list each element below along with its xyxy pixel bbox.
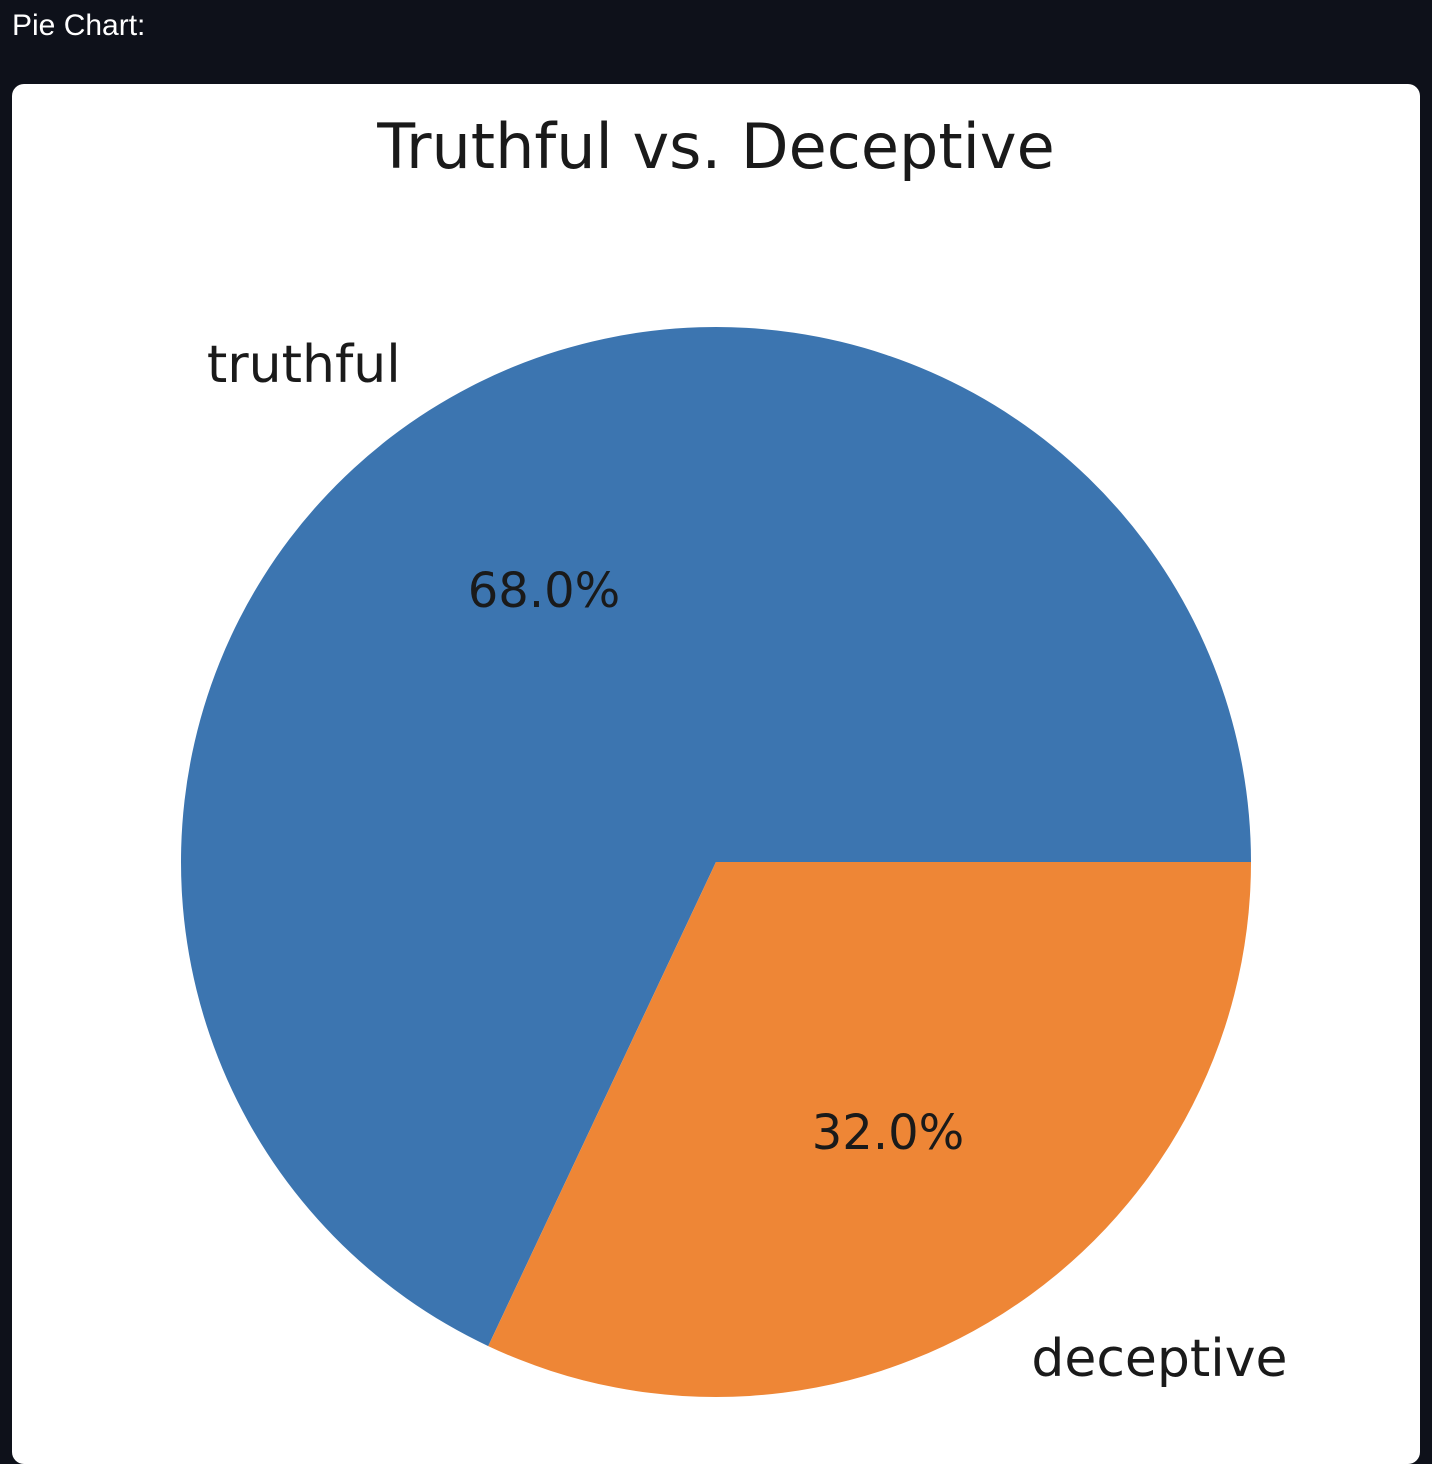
section-label: Pie Chart: bbox=[12, 9, 146, 42]
pie-category-label-deceptive: deceptive bbox=[1031, 1329, 1287, 1389]
pie-slice-truthful bbox=[181, 327, 1252, 1347]
pie-category-label-truthful: truthful bbox=[207, 335, 401, 395]
pie-slices bbox=[181, 327, 1252, 1398]
pie-slice-deceptive bbox=[488, 862, 1251, 1398]
pie-pct-label-deceptive: 32.0% bbox=[812, 1105, 964, 1161]
pie-chart: Truthful vs. Deceptive 68.0% truthful 32.0… bbox=[181, 110, 1288, 1398]
chart-card: Truthful vs. Deceptive 68.0% truthful 32.0… bbox=[12, 84, 1420, 1464]
pie-labels: 68.0% truthful 32.0% deceptive bbox=[207, 335, 1288, 1389]
chart-title: Truthful vs. Deceptive bbox=[376, 110, 1054, 183]
pie-pct-label-truthful: 68.0% bbox=[468, 563, 620, 619]
